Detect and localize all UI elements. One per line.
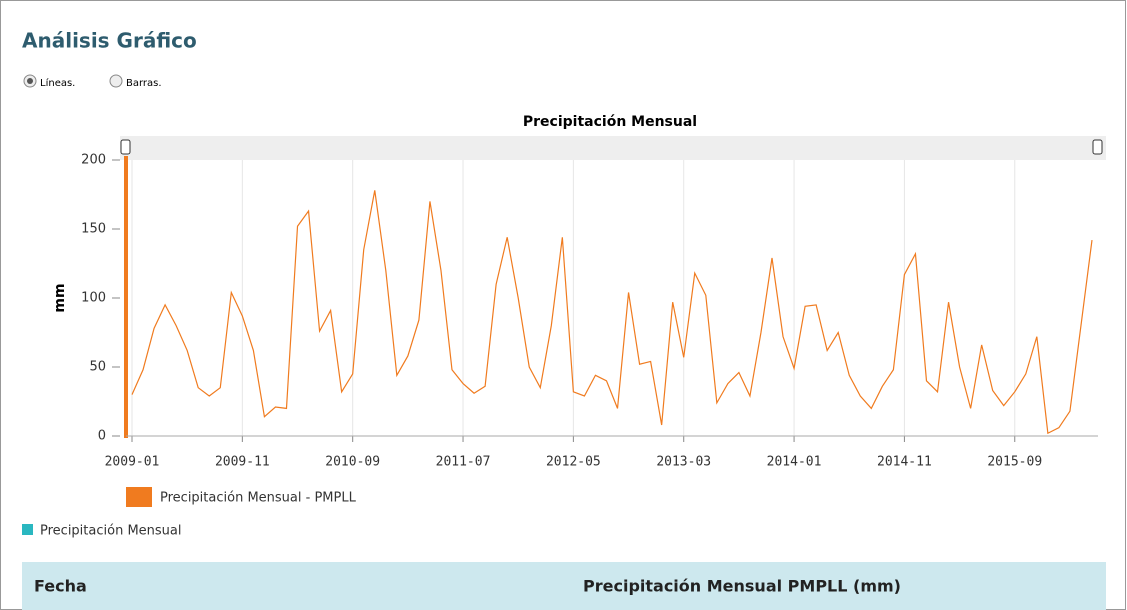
x-tick-label: 2014-01 <box>767 455 822 470</box>
legend-label[interactable]: Precipitación Mensual <box>40 524 181 539</box>
x-tick-label: 2014-11 <box>877 455 932 470</box>
x-tick-label: 2015-09 <box>987 455 1042 470</box>
data-line <box>131 190 1093 435</box>
radio-bars[interactable] <box>109 74 123 88</box>
x-tick-label: 2011-07 <box>436 455 491 470</box>
table-header <box>22 562 1106 610</box>
x-tick-label: 2009-01 <box>105 455 160 470</box>
y-tick-label: 150 <box>81 222 106 237</box>
radio-dot <box>27 78 33 84</box>
legend-swatch <box>126 487 152 507</box>
x-tick-label: 2010-09 <box>325 455 380 470</box>
y-tick-label: 100 <box>81 291 106 306</box>
navigator-handle[interactable] <box>120 139 131 155</box>
y-tick-label: 0 <box>98 429 106 444</box>
legend-label[interactable]: Precipitación Mensual - PMPLL <box>160 491 357 506</box>
x-tick-label: 2012-05 <box>546 455 601 470</box>
legend-swatch <box>22 524 33 535</box>
chart-title: Precipitación Mensual <box>523 114 697 130</box>
y-axis-label: mm <box>52 283 68 312</box>
x-tick-label: 2013-03 <box>656 455 711 470</box>
y-tick-label: 200 <box>81 153 106 168</box>
y-tick-label: 50 <box>89 360 106 375</box>
column-header: Fecha <box>34 577 87 596</box>
navigator-handle[interactable] <box>1092 139 1103 155</box>
column-header: Precipitación Mensual PMPLL (mm) <box>583 577 901 596</box>
radio-label[interactable]: Barras. <box>126 78 162 89</box>
x-tick-label: 2009-11 <box>215 455 270 470</box>
navigator-edge <box>124 156 128 438</box>
radio-label[interactable]: Líneas. <box>40 77 75 89</box>
navigator-band <box>120 136 1106 160</box>
page-title: Análisis Gráfico <box>22 29 197 53</box>
